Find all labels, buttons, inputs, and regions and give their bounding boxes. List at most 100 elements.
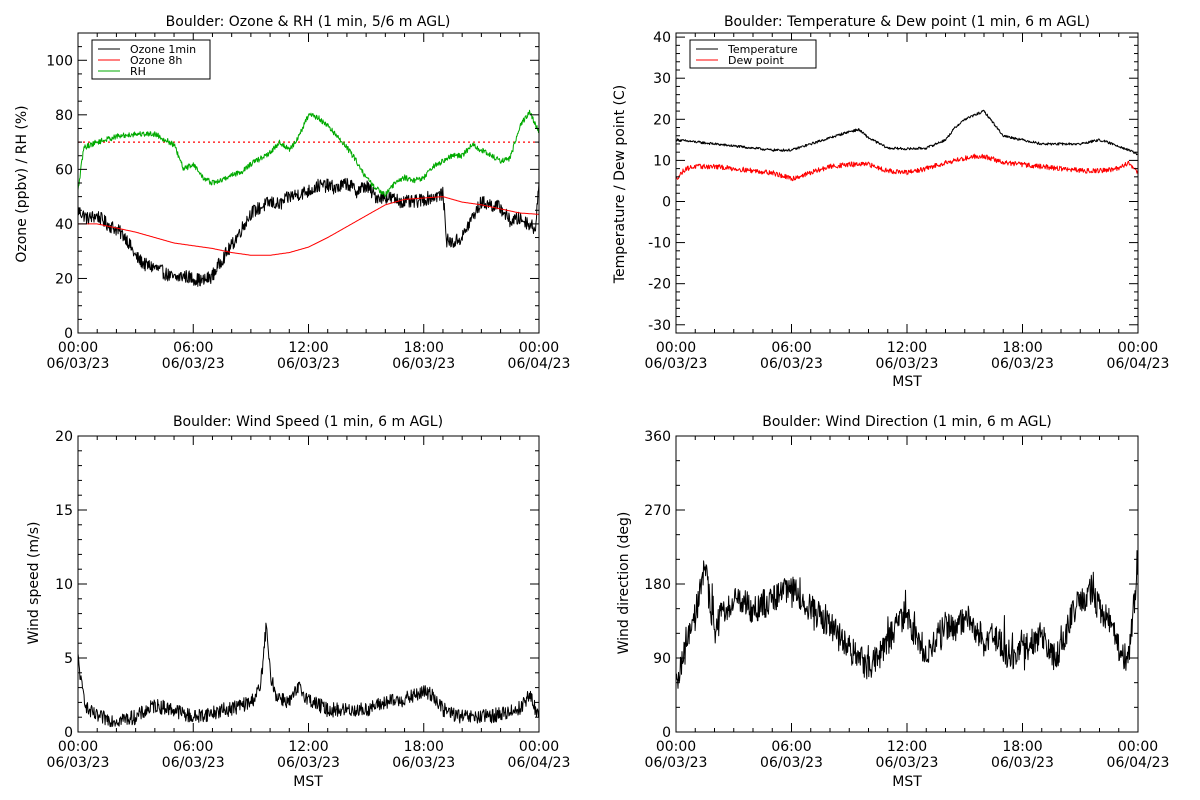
y-tick-label: 40 [55,217,73,233]
y-axis-label: Wind direction (deg) [616,512,632,655]
x-tick-label: 00:00 [58,739,98,755]
x-axis-label: MST [293,774,323,790]
legend-entry: Ozone 8h [130,54,182,67]
chart-title: Boulder: Temperature & Dew point (1 min,… [724,14,1090,30]
ozone-rh-panel: Boulder: Ozone & RH (1 min, 5/6 m AGL) O… [14,14,570,372]
y-tick-label: 80 [55,108,73,124]
series-line-rh [78,109,539,197]
x-tick-label: 06:00 [173,739,213,755]
x-tick-label: 12:00 [288,739,328,755]
x-tick-date-label: 06/04/23 [1107,356,1170,372]
x-tick-label: 18:00 [1002,739,1042,755]
series-group [78,622,539,728]
y-tick-label: 30 [653,71,671,87]
x-tick-label: 00:00 [58,340,98,356]
series-line-temperature [676,109,1138,156]
wind-speed-panel: Boulder: Wind Speed (1 min, 6 m AGL) Win… [26,414,570,790]
y-axis-label: Temperature / Dew point (C) [612,85,628,284]
y-tick-label: 180 [644,577,671,593]
x-tick-label: 18:00 [404,739,444,755]
series-group [78,109,539,287]
x-tick-date-label: 06/03/23 [991,755,1054,771]
x-tick-label: 00:00 [519,739,559,755]
chart-title: Boulder: Ozone & RH (1 min, 5/6 m AGL) [166,14,451,30]
legend-entry: RH [130,65,146,78]
plot-area: 0510152000:0006/03/2306:0006/03/2312:000… [47,429,571,771]
x-tick-label: 18:00 [404,340,444,356]
x-tick-date-label: 06/03/23 [277,356,340,372]
y-axis-label: Ozone (ppbv) / RH (%) [14,105,30,262]
y-tick-label: 0 [64,725,73,741]
x-tick-date-label: 06/03/23 [47,755,110,771]
x-tick-label: 06:00 [173,340,213,356]
x-tick-label: 00:00 [1118,739,1158,755]
x-tick-date-label: 06/03/23 [162,755,225,771]
axes-frame [675,32,1139,334]
plot-area: -30-20-1001020304000:0006/03/2306:0006/0… [645,30,1170,372]
x-tick-label: 06:00 [771,739,811,755]
series-group [676,550,1138,689]
x-tick-date-label: 06/03/23 [645,755,708,771]
temperature-dewpoint-panel: Boulder: Temperature & Dew point (1 min,… [612,14,1169,390]
x-tick-date-label: 06/03/23 [876,755,939,771]
y-tick-label: 20 [55,271,73,287]
x-tick-label: 06:00 [771,340,811,356]
x-tick-label: 00:00 [1118,340,1158,356]
x-tick-date-label: 06/03/23 [47,356,110,372]
y-tick-label: 20 [653,112,671,128]
x-tick-label: 12:00 [887,340,927,356]
y-tick-label: -20 [648,277,671,293]
x-tick-date-label: 06/03/23 [876,356,939,372]
axes-frame [77,435,540,733]
y-tick-label: 0 [64,326,73,342]
series-line-data [78,622,539,728]
x-tick-label: 00:00 [656,340,696,356]
y-tick-label: 0 [662,194,671,210]
legend-entry: Dew point [728,54,784,67]
x-tick-label: 00:00 [519,340,559,356]
y-tick-label: 360 [644,429,671,445]
y-tick-label: 60 [55,162,73,178]
x-tick-date-label: 06/03/23 [162,356,225,372]
series-line-data [676,550,1138,689]
legend-entry: Temperature [727,43,798,56]
chart-title: Boulder: Wind Direction (1 min, 6 m AGL) [762,414,1051,430]
plot-area: 09018027036000:0006/03/2306:0006/03/2312… [644,429,1169,771]
x-tick-date-label: 06/03/23 [760,356,823,372]
y-tick-label: 20 [55,429,73,445]
y-tick-label: 270 [644,503,671,519]
x-tick-date-label: 06/03/23 [645,356,708,372]
wind-direction-panel: Boulder: Wind Direction (1 min, 6 m AGL)… [616,414,1169,790]
x-tick-date-label: 06/04/23 [508,755,571,771]
x-tick-label: 00:00 [656,739,696,755]
y-tick-label: -30 [648,318,671,334]
x-tick-date-label: 06/04/23 [1107,755,1170,771]
x-tick-label: 12:00 [887,739,927,755]
x-tick-date-label: 06/03/23 [392,356,455,372]
x-axis-label: MST [892,774,922,790]
x-tick-date-label: 06/04/23 [508,356,571,372]
y-tick-label: 15 [55,503,73,519]
axes-frame [675,435,1139,733]
legend-box [91,39,211,80]
x-tick-date-label: 06/03/23 [392,755,455,771]
x-axis-label: MST [892,374,922,390]
y-tick-label: 10 [653,153,671,169]
series-line-ozone-8h [78,196,539,256]
y-tick-label: 10 [55,577,73,593]
legend-box [689,39,817,69]
x-tick-date-label: 06/03/23 [991,356,1054,372]
series-line-ozone-1min [78,177,539,287]
legend-entry: Ozone 1min [130,43,196,56]
x-tick-label: 18:00 [1002,340,1042,356]
x-tick-date-label: 06/03/23 [277,755,340,771]
y-axis-label: Wind speed (m/s) [26,522,42,645]
series-line-dew-point [676,153,1138,182]
chart-title: Boulder: Wind Speed (1 min, 6 m AGL) [173,414,443,430]
y-tick-label: 5 [64,651,73,667]
plot-area: 02040608010000:0006/03/2306:0006/03/2312… [46,32,571,372]
series-group [676,109,1138,182]
